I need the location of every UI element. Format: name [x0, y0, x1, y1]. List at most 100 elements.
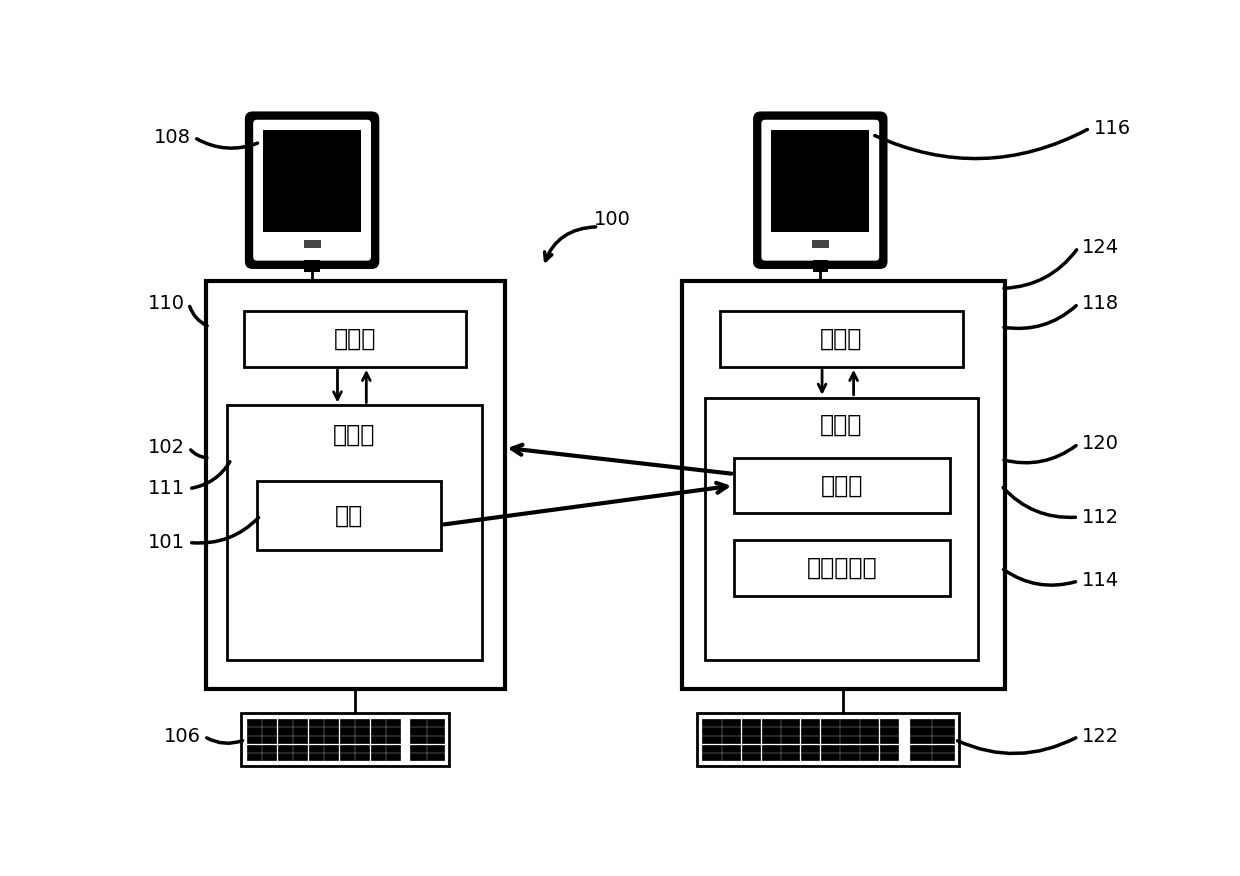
FancyArrowPatch shape — [192, 518, 259, 543]
Text: 调试器: 调试器 — [821, 474, 863, 498]
Bar — [247, 753, 260, 760]
Bar — [244, 312, 466, 367]
Bar — [932, 745, 954, 752]
Bar — [262, 736, 277, 743]
Text: 122: 122 — [1083, 727, 1120, 746]
Bar — [324, 719, 339, 726]
Bar — [742, 727, 760, 734]
FancyArrowPatch shape — [874, 130, 1087, 159]
Bar — [247, 727, 260, 734]
Bar — [861, 736, 878, 743]
FancyBboxPatch shape — [754, 113, 887, 267]
FancyArrowPatch shape — [1004, 446, 1076, 463]
Bar — [703, 736, 720, 743]
Bar — [247, 719, 260, 726]
Bar — [340, 727, 353, 734]
Bar — [704, 398, 978, 660]
Bar — [703, 745, 720, 752]
Bar — [801, 753, 820, 760]
Text: 101: 101 — [148, 533, 185, 552]
Bar — [880, 753, 898, 760]
Bar — [932, 753, 954, 760]
Bar — [257, 481, 441, 550]
FancyArrowPatch shape — [1004, 306, 1076, 328]
FancyArrowPatch shape — [1003, 488, 1075, 518]
Bar — [821, 736, 838, 743]
FancyBboxPatch shape — [253, 120, 371, 261]
Bar — [821, 745, 838, 752]
Bar — [247, 736, 260, 743]
Bar — [309, 753, 322, 760]
Bar — [742, 745, 760, 752]
FancyArrowPatch shape — [544, 227, 595, 260]
Bar — [880, 719, 898, 726]
Text: 存储器: 存储器 — [334, 423, 376, 447]
Bar — [771, 130, 869, 232]
Bar — [821, 753, 838, 760]
FancyArrowPatch shape — [197, 138, 258, 148]
Text: 124: 124 — [1083, 238, 1120, 257]
Text: 处理器: 处理器 — [821, 328, 863, 351]
Bar — [720, 312, 962, 367]
Text: 处理器: 处理器 — [334, 328, 377, 351]
Text: 114: 114 — [1083, 571, 1120, 590]
Bar — [324, 745, 339, 752]
Bar — [371, 719, 384, 726]
Text: 106: 106 — [164, 727, 201, 746]
Text: 112: 112 — [1083, 507, 1120, 526]
Bar — [861, 719, 878, 726]
FancyBboxPatch shape — [761, 120, 879, 261]
Bar — [722, 727, 740, 734]
Bar — [861, 727, 878, 734]
Bar — [801, 727, 820, 734]
Bar — [340, 753, 353, 760]
Bar — [278, 727, 291, 734]
Bar — [262, 727, 277, 734]
Bar — [355, 753, 370, 760]
Text: 120: 120 — [1083, 434, 1120, 454]
Bar — [722, 753, 740, 760]
Bar — [697, 713, 959, 766]
Bar — [304, 240, 321, 248]
Bar — [781, 753, 800, 760]
Bar — [371, 745, 384, 752]
Bar — [340, 745, 353, 752]
Bar — [309, 727, 322, 734]
Bar — [409, 736, 425, 743]
Bar — [206, 280, 505, 689]
Bar — [428, 719, 444, 726]
Bar — [742, 753, 760, 760]
Bar — [355, 736, 370, 743]
Bar — [781, 719, 800, 726]
Bar — [428, 753, 444, 760]
Bar — [386, 745, 401, 752]
Bar — [722, 736, 740, 743]
Bar — [278, 719, 291, 726]
Bar — [428, 727, 444, 734]
Bar — [910, 727, 931, 734]
Bar — [734, 540, 950, 596]
Bar — [355, 719, 370, 726]
Bar — [293, 753, 308, 760]
Bar — [278, 745, 291, 752]
Bar — [355, 745, 370, 752]
Bar — [722, 745, 740, 752]
Text: 108: 108 — [154, 128, 191, 147]
Bar — [761, 719, 780, 726]
Bar — [841, 727, 858, 734]
Bar — [841, 736, 858, 743]
Bar — [801, 745, 820, 752]
FancyBboxPatch shape — [247, 113, 378, 267]
Bar — [409, 753, 425, 760]
Bar — [278, 753, 291, 760]
Bar — [722, 719, 740, 726]
Bar — [880, 736, 898, 743]
Bar — [801, 719, 820, 726]
FancyArrowPatch shape — [957, 738, 1076, 753]
Text: 118: 118 — [1083, 294, 1120, 314]
Bar — [821, 719, 838, 726]
Bar — [324, 736, 339, 743]
Bar — [910, 753, 931, 760]
Bar — [812, 260, 828, 272]
Text: 111: 111 — [148, 479, 185, 498]
